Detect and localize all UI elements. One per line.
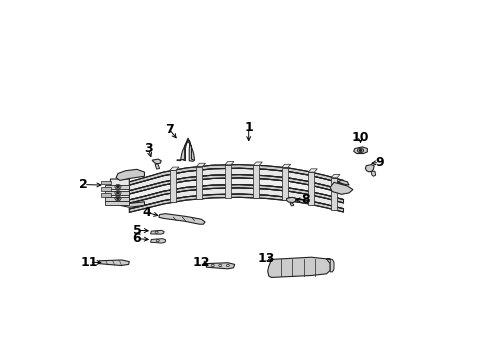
Text: 12: 12 xyxy=(192,256,210,269)
Text: 4: 4 xyxy=(142,206,150,219)
Polygon shape xyxy=(330,175,339,178)
Polygon shape xyxy=(129,168,343,191)
Text: 1: 1 xyxy=(244,121,253,134)
Polygon shape xyxy=(253,165,259,198)
Text: 10: 10 xyxy=(351,131,368,144)
Polygon shape xyxy=(159,214,205,224)
Polygon shape xyxy=(329,183,352,194)
Polygon shape xyxy=(129,194,343,212)
Polygon shape xyxy=(365,165,373,172)
Polygon shape xyxy=(152,159,161,164)
Text: 5: 5 xyxy=(132,224,141,237)
Polygon shape xyxy=(330,178,336,210)
Polygon shape xyxy=(353,147,366,153)
Polygon shape xyxy=(370,171,375,176)
Polygon shape xyxy=(281,164,290,167)
Polygon shape xyxy=(129,165,343,185)
Text: 9: 9 xyxy=(374,156,383,169)
Polygon shape xyxy=(206,263,234,269)
Polygon shape xyxy=(129,178,343,200)
Polygon shape xyxy=(196,163,205,167)
Polygon shape xyxy=(98,260,129,266)
Polygon shape xyxy=(104,197,128,201)
Circle shape xyxy=(359,150,361,151)
Polygon shape xyxy=(101,181,111,184)
Polygon shape xyxy=(150,239,165,243)
Polygon shape xyxy=(104,191,128,195)
Polygon shape xyxy=(224,162,233,165)
Polygon shape xyxy=(326,259,333,272)
Polygon shape xyxy=(129,188,343,209)
Text: 11: 11 xyxy=(81,256,98,269)
Polygon shape xyxy=(307,172,314,204)
Polygon shape xyxy=(150,230,164,234)
Polygon shape xyxy=(224,165,230,198)
Polygon shape xyxy=(289,203,293,206)
Polygon shape xyxy=(104,201,128,205)
Polygon shape xyxy=(129,175,343,194)
Polygon shape xyxy=(286,197,296,203)
Polygon shape xyxy=(101,193,111,197)
Text: 8: 8 xyxy=(301,193,309,206)
Polygon shape xyxy=(253,162,262,165)
Circle shape xyxy=(117,192,119,194)
Polygon shape xyxy=(169,170,176,202)
Polygon shape xyxy=(116,169,144,180)
Polygon shape xyxy=(104,185,128,189)
Polygon shape xyxy=(169,167,179,170)
Polygon shape xyxy=(129,185,343,203)
Polygon shape xyxy=(196,167,202,199)
Polygon shape xyxy=(176,138,194,161)
Text: 7: 7 xyxy=(164,123,173,136)
Text: 3: 3 xyxy=(143,142,152,155)
Polygon shape xyxy=(307,169,317,172)
Text: 6: 6 xyxy=(132,232,141,245)
Polygon shape xyxy=(337,180,348,185)
Polygon shape xyxy=(267,257,329,278)
Polygon shape xyxy=(110,179,129,204)
Polygon shape xyxy=(155,164,159,169)
Circle shape xyxy=(117,186,119,188)
Text: 13: 13 xyxy=(257,252,274,265)
Polygon shape xyxy=(120,202,144,207)
Circle shape xyxy=(117,198,119,199)
Polygon shape xyxy=(281,167,287,200)
Text: 2: 2 xyxy=(80,178,88,191)
Polygon shape xyxy=(101,187,111,191)
